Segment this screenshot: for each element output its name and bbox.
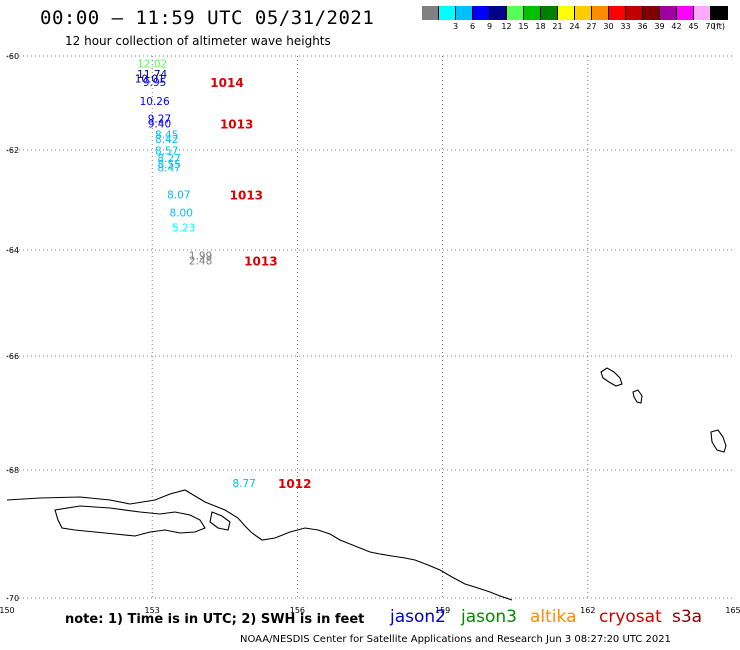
scale-swatch — [558, 6, 575, 20]
wave-height-value: 8.07 — [167, 190, 190, 202]
chart-subtitle: 12 hour collection of altimeter wave hei… — [65, 34, 331, 48]
scale-label: 12 — [501, 22, 512, 31]
pressure-value: 1013 — [244, 255, 277, 269]
mission-label: s3a — [672, 607, 703, 627]
island-outline — [710, 429, 727, 453]
lat-tick-label: -64 — [6, 246, 19, 255]
scale-swatch — [711, 6, 728, 20]
lat-tick-label: -68 — [6, 466, 19, 475]
wave-height-value: 9.95 — [143, 77, 166, 89]
scale-swatch — [456, 6, 473, 20]
mission-label: jason2 — [390, 607, 446, 627]
wave-height-value: 10.01 — [135, 74, 165, 86]
scale-swatch — [660, 6, 677, 20]
scale-swatch — [507, 6, 524, 20]
mission-label: jason3 — [461, 607, 517, 627]
scale-swatch — [575, 6, 592, 20]
wave-height-value: 1.99 — [189, 250, 212, 262]
scale-label: 33 — [620, 22, 631, 31]
scale-label: 70 — [705, 22, 716, 31]
color-scale-unit: (ft) — [713, 22, 726, 31]
scale-swatch — [592, 6, 609, 20]
scale-swatch — [422, 6, 439, 20]
wave-height-value: 8.57 — [155, 146, 178, 158]
scale-label: 45 — [688, 22, 699, 31]
scale-swatch — [524, 6, 541, 20]
wave-height-value: 8.45 — [155, 129, 178, 141]
footer-credit: NOAA/NESDIS Center for Satellite Applica… — [240, 634, 671, 645]
scale-swatch — [626, 6, 643, 20]
lat-tick-label: -70 — [6, 594, 19, 603]
lat-tick-label: -66 — [6, 352, 19, 361]
lat-tick-label: -62 — [6, 146, 19, 155]
pressure-value: 1013 — [220, 118, 253, 132]
scale-label: 27 — [586, 22, 597, 31]
pressure-value: 1013 — [230, 189, 263, 203]
wave-height-value: 8.00 — [170, 208, 193, 220]
wave-height-value: 8.42 — [155, 134, 178, 146]
wave-height-value: 8.55 — [157, 159, 180, 171]
scale-swatch — [473, 6, 490, 20]
axis-ticks: 150 153 156 159 162 165 -60 -62 -64 -66 -68 -70 — [0, 52, 740, 615]
wave-height-value: 5.23 — [172, 223, 195, 235]
wave-height-value: 10.26 — [140, 96, 170, 108]
wave-height-value: 2.48 — [189, 256, 212, 268]
antarctic-coastline — [6, 489, 513, 601]
wave-height-value: 9.40 — [148, 119, 171, 131]
pressure-labels: 1014 1013 1013 1013 1012 — [210, 76, 311, 491]
wave-height-value: 9.27 — [148, 114, 171, 126]
scale-label: 6 — [469, 22, 476, 31]
lon-tick-label: 153 — [145, 606, 160, 615]
balleny-islands — [600, 367, 727, 453]
wave-height-value: 11.74 — [137, 69, 167, 81]
lon-tick-label: 159 — [435, 606, 450, 615]
wave-height-value: 8.77 — [232, 478, 255, 490]
chart-title: 00:00 – 11:59 UTC 05/31/2021 — [40, 7, 375, 29]
pressure-value: 1012 — [278, 477, 311, 491]
wave-height-value: 8.47 — [157, 163, 180, 175]
mission-label: cryosat — [599, 607, 662, 627]
scale-swatch — [643, 6, 660, 20]
island-outline — [600, 367, 623, 387]
scale-swatch — [490, 6, 507, 20]
scale-label: 18 — [535, 22, 546, 31]
coastline-bay — [54, 505, 206, 537]
mission-label: altika — [530, 607, 577, 627]
lon-tick-label: 162 — [580, 606, 595, 615]
pressure-value: 1014 — [210, 76, 243, 90]
scale-label: 21 — [552, 22, 563, 31]
scale-label: 3 — [452, 22, 459, 31]
scale-label: 24 — [569, 22, 580, 31]
scale-swatch — [609, 6, 626, 20]
scale-label: 9 — [486, 22, 493, 31]
scale-label: 36 — [637, 22, 648, 31]
wave-height-value: 8.27 — [157, 153, 180, 165]
lat-tick-label: -60 — [6, 52, 19, 61]
scale-label: 30 — [603, 22, 614, 31]
scale-swatch — [694, 6, 711, 20]
scale-label: 15 — [518, 22, 529, 31]
coastline-inlet — [209, 511, 231, 531]
scale-label: 42 — [671, 22, 682, 31]
coastline-main — [6, 489, 513, 601]
scale-swatch — [439, 6, 456, 20]
scale-swatch — [541, 6, 558, 20]
scale-swatch — [677, 6, 694, 20]
island-outline — [632, 389, 643, 404]
lon-tick-label: 156 — [290, 606, 305, 615]
wave-height-value: 12.02 — [137, 59, 167, 71]
lon-tick-label: 165 — [725, 606, 740, 615]
scale-label: 39 — [654, 22, 665, 31]
map-graticule — [7, 55, 733, 599]
footer-note: note: 1) Time is in UTC; 2) SWH is in fe… — [65, 612, 365, 627]
lon-tick-label: 150 — [0, 606, 15, 615]
